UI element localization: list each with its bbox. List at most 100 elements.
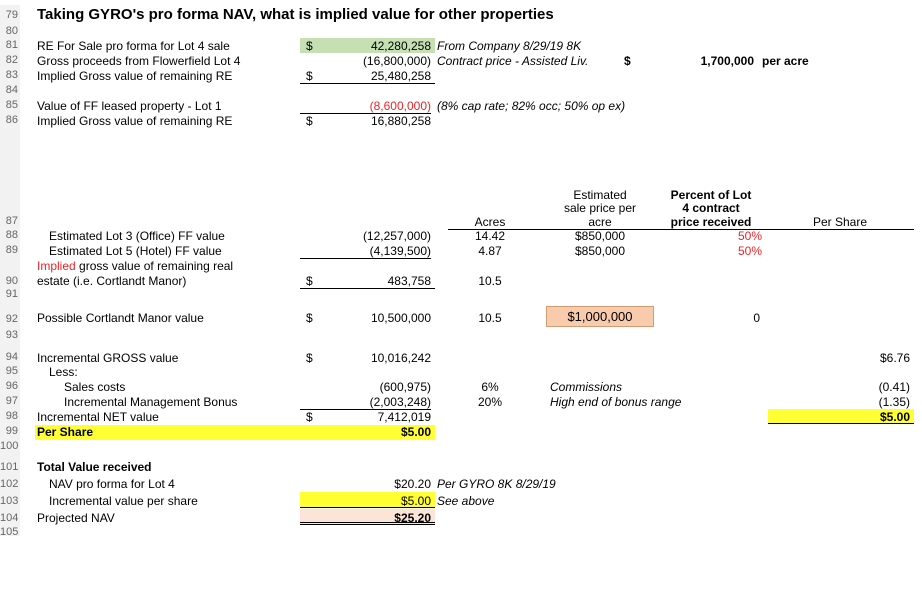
row-number[interactable]: 99 [0,425,20,440]
cell-value[interactable]: $5.00 [300,492,435,508]
header-est-price-line2[interactable]: sale price per [563,201,637,215]
row-number[interactable]: 94 [0,343,20,365]
highlighted-value-cell[interactable]: $ 42,280,258 [300,38,435,53]
cell-label[interactable]: Projected NAV [37,511,115,525]
input-price-cell[interactable]: $1,000,000 [546,306,654,327]
cell-label[interactable]: Implied Gross value of remaining RE [37,114,233,128]
cell-note[interactable]: Commissions [550,380,623,394]
row-number[interactable]: 85 [0,99,20,114]
cell-note[interactable]: Per GYRO 8K 8/29/19 [437,477,556,491]
row-number[interactable]: 103 [0,492,20,509]
row-number[interactable]: 87 [0,129,20,229]
cell-label[interactable]: Gross proceeds from Flowerfield Lot 4 [37,54,241,68]
row-number[interactable]: 104 [0,509,20,526]
cell-value[interactable]: (16,800,000) [362,54,431,68]
row-number[interactable]: 105 [0,526,20,538]
header-est-price-line1[interactable]: Estimated [573,188,627,202]
cell-price[interactable]: $850,000 [574,244,626,258]
cell-per-share[interactable]: (0.41) [878,380,910,394]
row-number[interactable]: 81 [0,39,20,54]
cell-percent[interactable]: 50% [737,244,763,258]
currency-symbol[interactable]: $ [306,114,313,128]
cell-label[interactable]: Less: [49,365,78,379]
cell-label[interactable]: Estimated Lot 5 (Hotel) FF value [49,244,222,258]
cell-acres[interactable]: 4.87 [478,244,502,258]
row-number[interactable]: 86 [0,114,20,129]
cell-label[interactable]: Incremental value per share [49,494,198,508]
header-per-share[interactable]: Per Share [812,215,868,229]
cell-per-share[interactable]: $6.76 [879,351,910,365]
cell-price[interactable]: $850,000 [574,229,626,243]
cell-value[interactable]: (2,003,248) [300,394,431,410]
cell-value[interactable]: 0 [753,311,760,325]
cell-note[interactable]: (8% cap rate; 82% occ; 50% op ex) [437,99,626,113]
cell-percent[interactable]: 6% [481,380,499,394]
cell-note[interactable]: From Company 8/29/19 8K [437,39,582,53]
row-number[interactable]: 82 [0,54,20,69]
cell-acres[interactable]: 14.42 [474,229,506,243]
per-share-result[interactable]: $5.00 [768,409,914,424]
cell-label[interactable]: Incremental Management Bonus [64,395,238,409]
cell-label[interactable]: RE For Sale pro forma for Lot 4 sale [37,39,230,53]
cell-label[interactable]: Incremental GROSS value [37,351,179,365]
currency-symbol[interactable]: $ [306,410,313,424]
currency-symbol[interactable]: $ [306,311,313,325]
cell-unit[interactable]: per acre [762,54,809,68]
projected-nav-value[interactable]: $25.20 [300,509,435,525]
cell-value-underlined[interactable]: $ 25,480,258 [300,68,435,84]
row-number[interactable]: 83 [0,69,20,84]
header-percent-line1[interactable]: Percent of Lot [670,188,752,202]
cell-per-share[interactable]: (1.35) [770,394,910,410]
cell-label[interactable]: Sales costs [64,380,126,394]
cell-value[interactable]: 1,700,000 [700,54,754,68]
row-number[interactable]: 102 [0,475,20,492]
cell-acres[interactable]: 10.5 [478,274,502,288]
cell-percent[interactable]: 50% [737,229,763,243]
header-percent-line3[interactable]: price received [670,215,752,229]
row-number[interactable]: 91 [0,288,20,303]
cell-label[interactable]: Possible Cortlandt Manor value [37,311,204,325]
cell-value[interactable]: $20.20 [394,477,431,491]
cell-label-line1[interactable]: Implied gross value of remaining real [37,260,233,273]
cell-value[interactable]: (12,257,000) [362,229,431,243]
sheet-title[interactable]: Taking GYRO's pro forma NAV, what is imp… [37,6,554,23]
cell-percent[interactable]: 20% [477,395,503,409]
cell-note[interactable]: High end of bonus range [550,395,682,409]
row-number[interactable]: 97 [0,395,20,410]
row-number[interactable]: 98 [0,410,20,425]
cell-label[interactable]: Implied Gross value of remaining RE [37,69,233,83]
header-acres[interactable]: Acres [474,215,506,229]
row-number[interactable]: 95 [0,365,20,380]
header-est-price-line3[interactable]: acre [588,215,612,229]
row-number[interactable]: 96 [0,380,20,395]
cell-value[interactable]: (4,139,500) [300,243,431,259]
cell-value[interactable]: 7,412,019 [377,410,431,424]
currency-symbol[interactable]: $ [306,351,313,365]
row-number[interactable]: 80 [0,25,20,39]
row-number[interactable]: 100 [0,440,20,455]
cell-value[interactable]: 10,016,242 [370,351,431,365]
per-share-row[interactable]: Per Share $5.00 [35,425,435,440]
row-number[interactable]: 92 [0,303,20,329]
cell-label[interactable]: Incremental NET value [37,410,159,424]
currency-symbol[interactable]: $ [624,54,631,68]
row-number[interactable]: 84 [0,84,20,99]
cell-note[interactable]: See above [437,494,495,508]
cell-note[interactable]: Contract price - Assisted Liv. [437,54,589,68]
cell-label-line2[interactable]: estate (i.e. Cortlandt Manor) [37,274,187,288]
row-number[interactable]: 88 [0,229,20,244]
row-number[interactable]: 90 [0,259,20,288]
cell-label[interactable]: NAV pro forma for Lot 4 [49,477,175,491]
row-number[interactable]: 93 [0,329,20,343]
row-number[interactable]: 79 [0,5,20,25]
cell-acres[interactable]: 10.5 [478,311,502,325]
cell-value[interactable]: 10,500,000 [370,311,431,325]
cell-label[interactable]: Value of FF leased property - Lot 1 [37,99,222,113]
section-heading[interactable]: Total Value received [37,460,152,474]
header-percent-line2[interactable]: 4 contract [682,201,740,215]
cell-label[interactable]: Estimated Lot 3 (Office) FF value [49,229,225,243]
row-number[interactable]: 101 [0,455,20,475]
cell-value-underlined[interactable]: $ 483,758 [300,273,435,289]
cell-value[interactable]: (8,600,000) [300,98,431,114]
row-number[interactable]: 89 [0,244,20,259]
